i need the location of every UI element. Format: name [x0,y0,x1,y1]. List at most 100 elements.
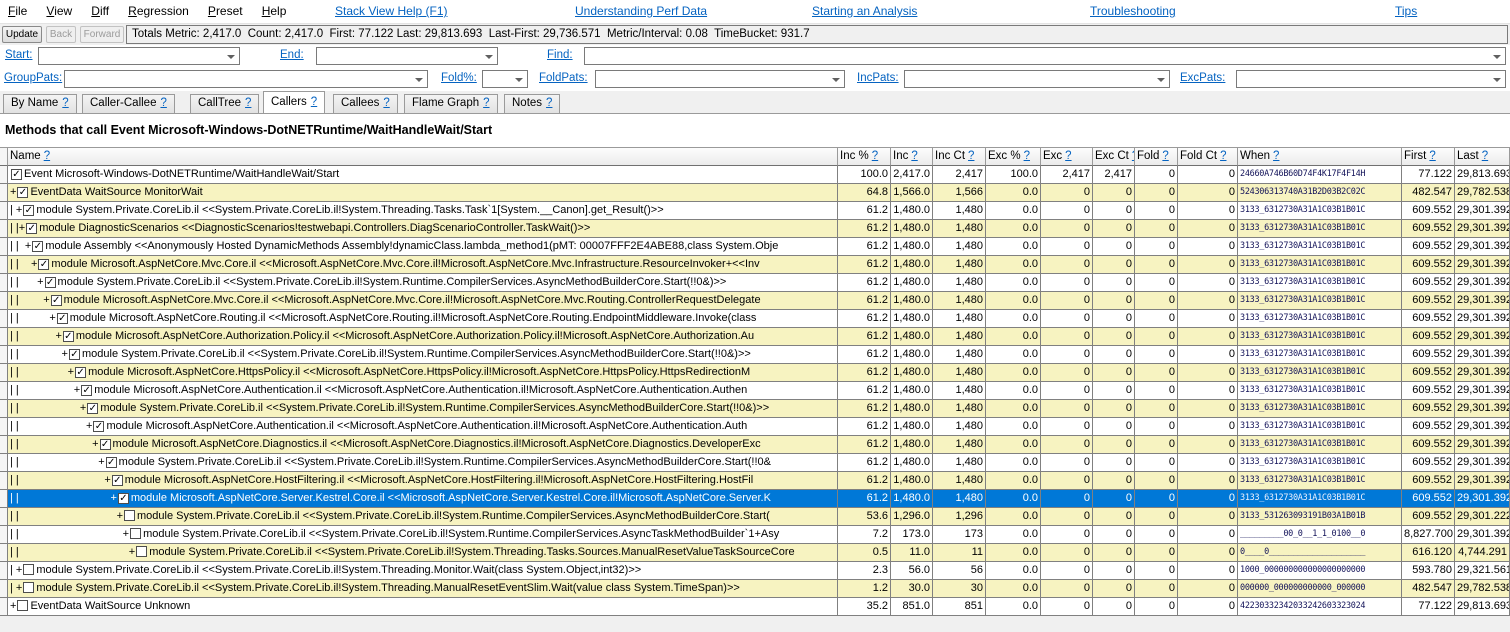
row-checkbox[interactable]: ✓ [68,349,80,360]
column-help-link[interactable]: ? [1429,150,1436,162]
row-checkbox[interactable]: ✓ [26,223,38,234]
name-cell[interactable]: | + module System.Private.CoreLib.il <<Sy… [8,562,838,580]
row-checkbox[interactable]: ✓ [32,241,44,252]
name-cell[interactable]: | | + ✓ module Microsoft.AspNetCore.Server… [8,490,838,508]
dropdown-arrow-icon[interactable] [1157,78,1165,82]
row-checkbox[interactable]: ✓ [11,169,22,180]
dropdown-arrow-icon[interactable] [415,78,423,82]
start-label[interactable]: Start: [5,49,33,61]
col-header-fold[interactable]: Fold? [1135,147,1178,166]
row-checkbox[interactable] [136,546,148,557]
col-header-exc[interactable]: Exc? [1041,147,1093,166]
row-checkbox[interactable] [124,510,135,521]
name-cell[interactable]: ✓ Event Microsoft-Windows-DotNETRuntime/W… [8,166,838,184]
col-header-fold-ct[interactable]: Fold Ct? [1178,147,1238,166]
link-tips[interactable]: Tips [1395,4,1418,18]
grouppats-input[interactable]: [group module entries] {%}!=>module $1 [64,70,428,88]
row-checkbox[interactable]: ✓ [81,385,93,396]
table-row[interactable]: | + module System.Private.CoreLib.il <<Sy… [0,562,1510,580]
name-cell[interactable]: + ✓ EventData WaitSource MonitorWait [8,184,838,202]
col-header-when[interactable]: When? [1238,147,1402,166]
column-help-link[interactable]: ? [1132,150,1134,162]
dropdown-arrow-icon[interactable] [832,78,840,82]
row-checkbox[interactable]: ✓ [38,259,50,270]
column-help-link[interactable]: ? [911,150,918,162]
row-checkbox[interactable]: ✓ [23,205,35,216]
row-checkbox[interactable] [23,564,35,575]
tree-prefix[interactable]: | | + [10,312,56,324]
dropdown-arrow-icon[interactable] [485,55,493,59]
table-row[interactable]: | | + ✓ module Microsoft.AspNetCore.Mvc.Co… [0,256,1510,274]
tab-help-link[interactable]: ? [245,97,252,109]
name-cell[interactable]: | | + ✓ module Microsoft.AspNetCore.HttpsP… [8,364,838,382]
name-cell[interactable]: | + module System.Private.CoreLib.il <<Sy… [8,580,838,598]
column-help-link[interactable]: ? [968,150,975,162]
col-header-inc-pct[interactable]: Inc %? [838,147,891,166]
row-checkbox[interactable]: ✓ [111,475,123,486]
table-row[interactable]: | + module System.Private.CoreLib.il <<Sy… [0,580,1510,598]
tree-prefix[interactable]: | | + [10,240,32,252]
end-label[interactable]: End: [280,49,304,61]
table-row[interactable]: + EventData WaitSource Unknown 35.2 851.0 85… [0,598,1510,616]
table-row[interactable]: ✓ Event Microsoft-Windows-DotNETRuntime/W… [0,166,1510,184]
name-cell[interactable]: | |+ ✓ module DiagnosticScenarios <<Diagno… [8,220,838,238]
column-help-link[interactable]: ? [1220,150,1227,162]
row-checkbox[interactable]: ✓ [62,331,74,342]
table-row[interactable]: | | + ✓ module Microsoft.AspNetCore.Authen… [0,382,1510,400]
table-row[interactable]: | | + module System.Private.CoreLib.il <<… [0,544,1510,562]
col-header-inc[interactable]: Inc? [891,147,933,166]
column-help-link[interactable]: ? [1481,150,1489,162]
find-label[interactable]: Find: [547,49,573,61]
link-troubleshooting[interactable]: Troubleshooting [1090,4,1176,18]
row-checkbox[interactable] [130,528,142,539]
name-cell[interactable]: | | + ✓ module Microsoft.AspNetCore.Routin… [8,310,838,328]
row-checkbox[interactable]: ✓ [93,421,105,432]
col-header-exc-pct[interactable]: Exc %? [986,147,1041,166]
tree-prefix[interactable]: | | + [10,456,105,468]
menu-diff[interactable]: Diff [91,4,110,18]
row-checkbox[interactable]: ✓ [117,493,129,504]
col-header-exc-ct[interactable]: Exc Ct? [1093,147,1135,166]
tab-help-link[interactable]: ? [483,97,490,109]
col-header-inc-ct[interactable]: Inc Ct? [933,147,986,166]
column-help-link[interactable]: ? [1162,150,1169,162]
back-button[interactable]: Back [46,26,76,43]
tree-prefix[interactable]: | | + [10,438,99,450]
table-row[interactable]: | |+ ✓ module DiagnosticScenarios <<Diagno… [0,220,1510,238]
table-row[interactable]: | | + ✓ module Microsoft.AspNetCore.HostFi… [0,472,1510,490]
tab-help-link[interactable]: ? [546,97,553,109]
row-checkbox[interactable] [23,582,35,593]
col-header-last[interactable]: Last? [1455,147,1510,166]
name-cell[interactable]: | | + ✓ module System.Private.CoreLib.il <… [8,400,838,418]
table-row[interactable]: | + ✓ module System.Private.CoreLib.il <<S… [0,202,1510,220]
name-cell[interactable]: | | + ✓ module Microsoft.AspNetCore.Diagno… [8,436,838,454]
tree-prefix[interactable]: | | + [10,492,117,504]
start-input[interactable]: 0 [38,47,240,65]
name-cell[interactable]: | | + module System.Private.CoreLib.il <<… [8,526,838,544]
name-cell[interactable]: | | + ✓ module Microsoft.AspNetCore.Mvc.Co… [8,292,838,310]
table-row[interactable]: | | + ✓ module Microsoft.AspNetCore.Author… [0,328,1510,346]
tab-calltree[interactable]: CallTree? [190,94,260,113]
column-help-link[interactable]: ? [1273,150,1280,162]
tree-prefix[interactable]: | | + [10,276,44,288]
tree-prefix[interactable]: | | + [10,510,123,522]
tree-prefix[interactable]: + [10,600,17,612]
find-input[interactable] [584,47,1506,65]
name-cell[interactable]: | | + module System.Private.CoreLib.il <<… [8,544,838,562]
end-input[interactable]: 29,813.693 [316,47,498,65]
tree-prefix[interactable]: | |+ [10,222,26,234]
dropdown-arrow-icon[interactable] [227,55,235,59]
tree-prefix[interactable]: | | + [10,528,130,540]
table-row[interactable]: | | + ✓ module System.Private.CoreLib.il <… [0,274,1510,292]
row-checkbox[interactable]: ✓ [75,367,87,378]
name-cell[interactable]: | | + ✓ module System.Private.CoreLib.il <… [8,274,838,292]
tree-prefix[interactable]: | + [10,582,23,594]
name-cell[interactable]: | | + ✓ module Microsoft.AspNetCore.HostFi… [8,472,838,490]
table-row[interactable]: | | + module System.Private.CoreLib.il <<… [0,508,1510,526]
name-cell[interactable]: | | + ✓ module Microsoft.AspNetCore.Authen… [8,418,838,436]
tab-help-link[interactable]: ? [310,96,318,108]
menu-preset[interactable]: Preset [207,4,243,18]
name-cell[interactable]: | | + ✓ module Assembly <<Anonymously Host… [8,238,838,256]
tree-prefix[interactable]: | | + [10,474,111,486]
dropdown-arrow-icon[interactable] [1493,55,1501,59]
